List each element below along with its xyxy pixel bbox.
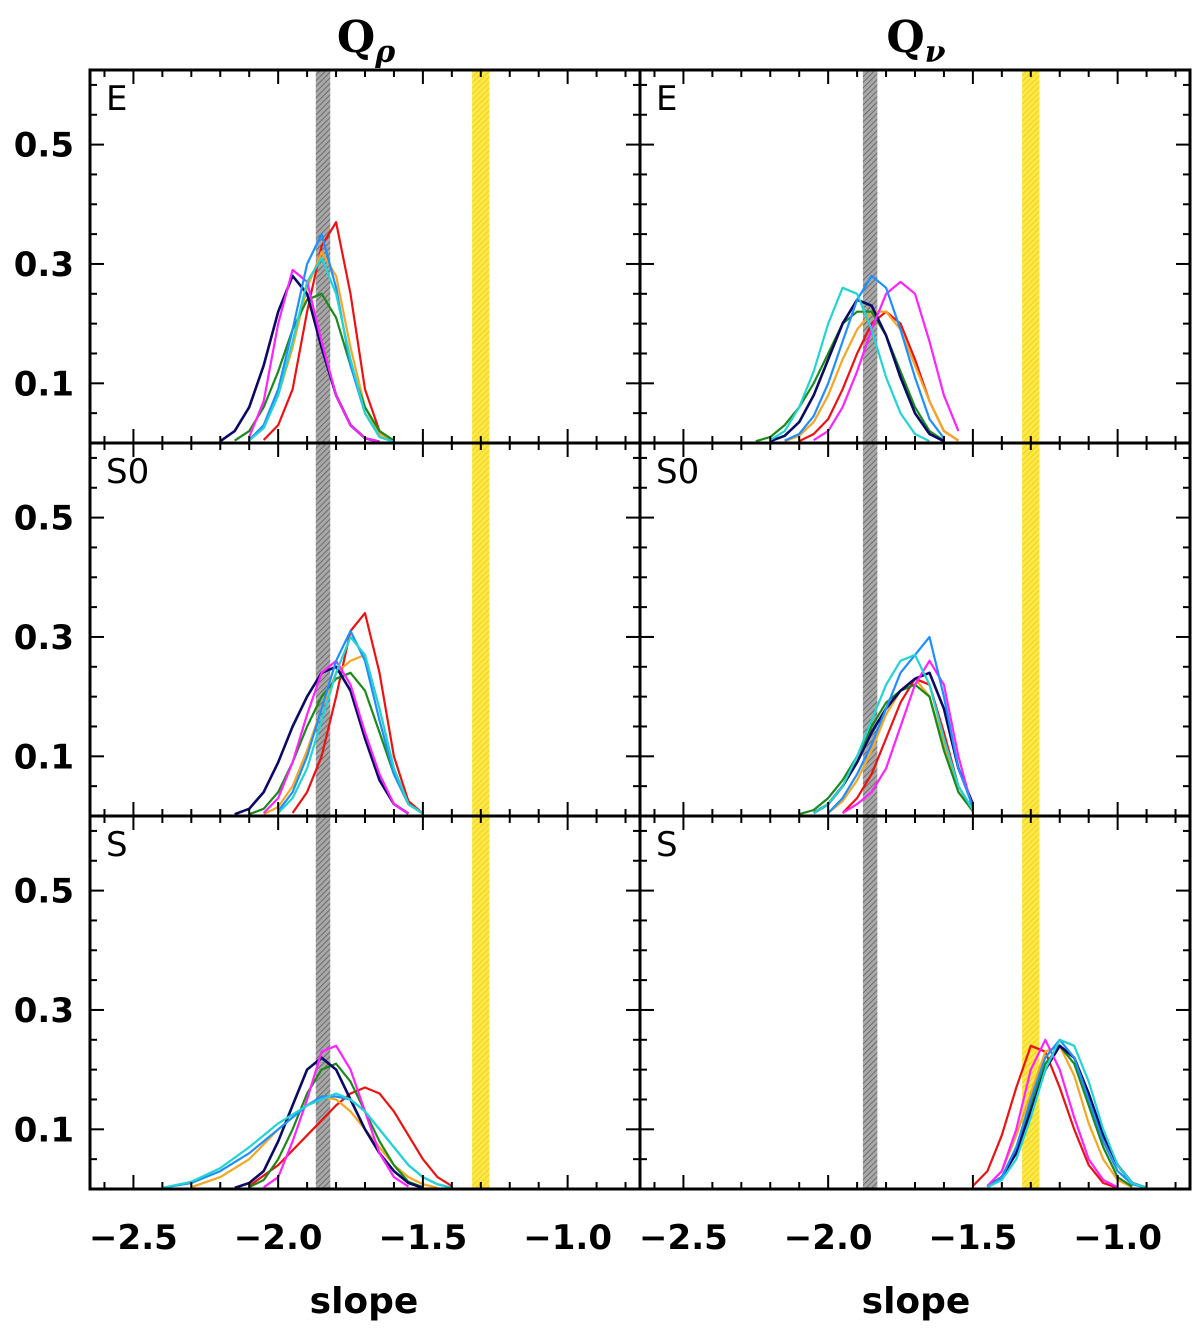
series-line-green <box>798 683 974 816</box>
series-line-magenta <box>248 268 380 443</box>
series-line-cyan <box>813 653 974 814</box>
gray-band <box>315 70 331 443</box>
series-line-dodgerblue <box>784 274 945 442</box>
x-tick-label: −1.5 <box>929 1218 1018 1258</box>
panel-label-s0: S0 <box>106 452 149 492</box>
panel-content-s-q-rho <box>162 816 490 1189</box>
panel-s-q-nu: −2.5 −2.0 −1.5 −1.0 S <box>638 814 1192 1258</box>
gray-band <box>862 816 878 1189</box>
panel-label-e: E <box>656 79 677 119</box>
y-tick-label: 0.1 <box>14 364 74 404</box>
x-tick-label: −2.0 <box>784 1218 873 1258</box>
series-line-red <box>291 611 424 815</box>
x-tick-label: −1.0 <box>1073 1218 1162 1258</box>
series-line-dodgerblue <box>986 1038 1147 1189</box>
panel-content-e-q-nu <box>755 70 1040 443</box>
series-line-red <box>262 221 395 443</box>
panel-grid: 0.10.30.5E E0.10.30.5S0 S00.10.30.5−2.5 −2.… <box>14 68 1192 1258</box>
panel-s0-q-rho: 0.1 0.3 0.5 S0 <box>14 441 642 818</box>
series-line-orange <box>190 1095 438 1189</box>
x-axis-label-left: slope <box>310 1281 419 1322</box>
y-tick-label: 0.5 <box>14 499 74 539</box>
panel-label-s0: S0 <box>656 452 699 492</box>
panel-frame <box>638 441 1192 818</box>
y-tick-label: 0.5 <box>14 872 74 912</box>
series-line-dodgerblue <box>277 629 424 815</box>
x-tick-label: −2.0 <box>234 1218 323 1258</box>
y-tick-label: 0.3 <box>14 991 74 1031</box>
series-line-orange <box>827 677 974 814</box>
panel-label-s: S <box>106 825 128 865</box>
y-tick-label: 0.3 <box>14 245 74 285</box>
gray-band <box>862 70 878 443</box>
panel-content-s0-q-rho <box>234 443 490 816</box>
panel-content-s-q-nu <box>862 816 1148 1189</box>
y-tick-label: 0.3 <box>14 618 74 658</box>
panel-frame <box>638 68 1192 445</box>
series-line-magenta <box>813 280 960 441</box>
series-line-red <box>248 1086 453 1187</box>
series-line-cyan <box>986 1038 1147 1189</box>
series-line-cyan <box>769 286 930 443</box>
x-tick-label: −2.5 <box>89 1218 178 1258</box>
panel-e-q-nu: E <box>638 68 1192 445</box>
gray-band <box>315 816 331 1189</box>
series-line-magenta <box>842 659 974 814</box>
series-line-navy <box>234 1056 424 1189</box>
panel-label-s: S <box>656 825 678 865</box>
series-line-cyan <box>248 256 395 443</box>
panel-label-e: E <box>106 79 127 119</box>
panel-frame <box>88 441 642 818</box>
series-line-red <box>798 310 960 443</box>
yellow-band <box>472 70 490 443</box>
x-tick-label: −1.5 <box>379 1218 468 1258</box>
panel-s0-q-nu: S0 <box>638 441 1192 818</box>
series-line-cyan <box>277 635 424 815</box>
column-title-q-nu: Qν <box>886 12 945 70</box>
panel-frame <box>638 814 1192 1191</box>
series-line-green <box>234 292 395 442</box>
panel-content-s0-q-nu <box>798 443 1040 816</box>
y-tick-label: 0.1 <box>14 737 74 777</box>
panel-frame <box>88 814 642 1191</box>
column-title-q-rho: Qρ <box>337 12 396 70</box>
yellow-band <box>472 443 490 816</box>
y-tick-label: 0.5 <box>14 126 74 166</box>
yellow-band <box>1022 443 1040 816</box>
series-line-cyan <box>162 1092 453 1189</box>
series-line-green <box>248 1062 424 1189</box>
panel-s-q-rho: 0.1 0.3 0.5 −2.5 −2.0 −1.5 −1.0 S <box>14 814 642 1258</box>
x-tick-label: −2.5 <box>639 1218 728 1258</box>
panel-content-e-q-rho <box>219 70 490 443</box>
series-line-dodgerblue <box>827 635 974 814</box>
yellow-band <box>472 816 490 1189</box>
panel-e-q-rho: 0.1 0.3 0.5 E <box>14 68 642 445</box>
y-tick-label: 0.1 <box>14 1110 74 1150</box>
x-tick-label: −1.0 <box>523 1218 612 1258</box>
x-axis-label-right: slope <box>862 1281 971 1322</box>
series-line-magenta <box>263 1044 410 1189</box>
yellow-band <box>1022 70 1040 443</box>
gray-band <box>315 443 331 816</box>
